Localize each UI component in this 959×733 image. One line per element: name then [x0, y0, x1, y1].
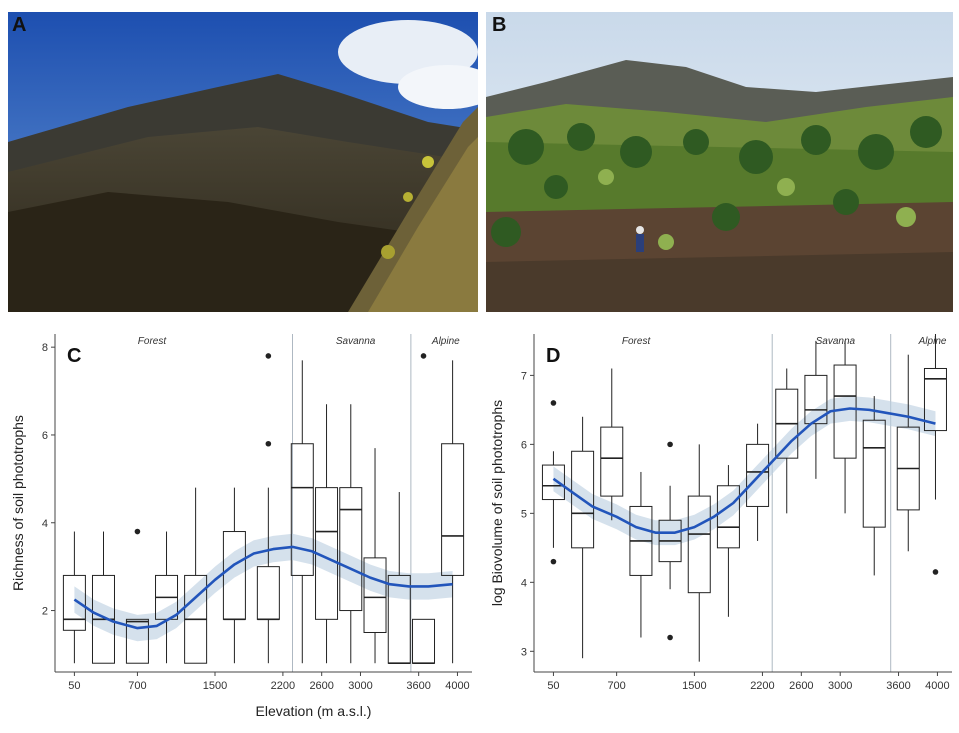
box-outlier — [550, 400, 557, 406]
x-tick-label: 2200 — [750, 680, 774, 692]
x-tick-label: 3600 — [406, 680, 430, 692]
x-tick-label: 3000 — [828, 680, 852, 692]
x-tick-label: 700 — [128, 680, 146, 692]
panel-letter: C — [67, 345, 81, 367]
x-tick-label: 1500 — [682, 680, 706, 692]
box-iqr — [441, 443, 465, 576]
box-outlier — [265, 353, 272, 359]
box-iqr — [923, 367, 947, 432]
confidence-band — [74, 533, 453, 642]
y-axis-title: log Biovolume of soil phototrophs — [489, 400, 505, 606]
confidence-band — [553, 396, 936, 546]
x-tick-label: 2200 — [271, 680, 295, 692]
y-tick-label: 4 — [521, 577, 527, 589]
x-tick-label: 2600 — [789, 680, 813, 692]
box-iqr — [339, 487, 363, 612]
y-tick-label: 4 — [42, 518, 48, 530]
box-iqr — [256, 566, 280, 620]
y-tick-label: 5 — [521, 508, 527, 520]
zone-label: Alpine — [431, 336, 460, 347]
y-tick-label: 2 — [42, 606, 48, 618]
x-tick-label: 4000 — [925, 680, 949, 692]
box-outlier — [550, 558, 557, 565]
x-tick-label: 2600 — [309, 680, 333, 692]
chart-d-plot-area: D Forest Savanna Alpine 3 4 5 6 7 50 700 1500 2200 26… — [489, 334, 952, 692]
y-tick-label: 6 — [521, 439, 527, 451]
box-iqr — [62, 574, 86, 631]
chart-c-plot-area: C Forest Savanna Alpine 2 4 6 8 50 700 1500 2200 260… — [10, 334, 472, 719]
box-outlier — [932, 569, 939, 575]
panel-letter: D — [546, 345, 560, 367]
box-iqr — [600, 426, 624, 497]
box-outlier — [134, 528, 141, 535]
zone-label: Forest — [622, 336, 652, 347]
box-outlier — [667, 441, 673, 448]
x-tick-label: 50 — [547, 680, 559, 692]
zone-label: Alpine — [918, 336, 947, 347]
zone-label: Savanna — [336, 336, 376, 347]
x-tick-label: 3000 — [348, 680, 372, 692]
box-iqr — [290, 443, 314, 576]
zone-label: Savanna — [816, 336, 856, 347]
y-tick-label: 7 — [521, 370, 527, 382]
box-iqr — [571, 450, 595, 549]
x-tick-label: 3600 — [886, 680, 910, 692]
box-iqr — [412, 618, 436, 664]
box-iqr — [746, 443, 770, 507]
box-iqr — [687, 495, 711, 594]
box-outlier — [420, 353, 427, 359]
panel-letter-a: A — [12, 14, 27, 36]
panel-letter-b: B — [492, 14, 507, 36]
zone-label: Forest — [138, 336, 168, 347]
chart-biovolume: D Forest Savanna Alpine 3 4 5 6 7 50 700 1500 2200 26… — [489, 334, 952, 692]
box-iqr — [125, 618, 149, 664]
chart-richness: C Forest Savanna Alpine 2 4 6 8 50 700 1500 2200 260… — [10, 334, 472, 719]
box-outlier — [667, 634, 673, 641]
trend-line — [73, 545, 453, 630]
x-tick-label: 700 — [607, 680, 625, 692]
box-iqr — [862, 419, 886, 528]
x-tick-label: 50 — [68, 680, 80, 692]
photo-volcanic-mountain — [8, 12, 478, 312]
y-axis-title: Richness of soil phototrophs — [10, 415, 26, 591]
y-tick-label: 8 — [42, 342, 48, 354]
y-tick-label: 3 — [521, 646, 527, 658]
box-outlier — [265, 440, 272, 447]
box-iqr — [363, 557, 387, 633]
y-tick-label: 6 — [42, 430, 48, 442]
box-iqr — [716, 485, 740, 549]
box-iqr — [541, 464, 565, 501]
trend-line — [552, 407, 936, 534]
x-axis-title: Elevation (m a.s.l.) — [256, 703, 372, 719]
x-tick-label: 1500 — [203, 680, 227, 692]
box-iqr — [804, 374, 828, 425]
x-tick-label: 4000 — [445, 680, 469, 692]
photo-savanna-landscape — [486, 12, 953, 312]
